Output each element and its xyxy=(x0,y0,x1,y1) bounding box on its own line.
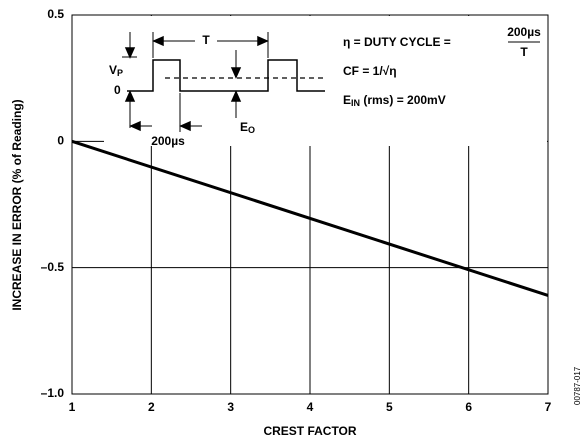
data-line xyxy=(71,139,549,297)
x-tick-label: 7 xyxy=(545,400,552,414)
arrowhead xyxy=(179,120,191,132)
x-tick-label: 4 xyxy=(307,400,314,414)
annotation: EO xyxy=(240,120,255,135)
x-tick-label: 6 xyxy=(465,400,472,414)
arrowhead xyxy=(129,120,141,132)
y-tick-label: 0 xyxy=(57,134,64,148)
x-tick-label: 1 xyxy=(69,400,76,414)
arrowhead xyxy=(124,47,136,59)
annotation: VP xyxy=(109,63,123,78)
waveform-inset xyxy=(122,32,540,132)
annotation: EIN (rms) = 200mV xyxy=(343,93,446,108)
waveform xyxy=(127,59,325,92)
inset-background xyxy=(104,16,547,146)
annotation: 0 xyxy=(114,83,121,97)
x-tick-label: 3 xyxy=(227,400,234,414)
y-tick-label: –1.0 xyxy=(41,386,65,400)
arrowhead xyxy=(152,35,164,47)
y-tick-label: 0.5 xyxy=(47,7,64,21)
plot-frame xyxy=(71,14,549,395)
y-tick-label: –0.5 xyxy=(41,260,65,274)
annotation: 200µs xyxy=(507,25,541,39)
arrowhead xyxy=(230,90,242,102)
x-axis-title: CREST FACTOR xyxy=(263,424,356,438)
arrowhead xyxy=(124,90,136,102)
arrowhead xyxy=(257,35,269,47)
x-tick-label: 5 xyxy=(386,400,393,414)
figure-id: 00787-017 xyxy=(573,366,582,405)
annotation: η = DUTY CYCLE = xyxy=(343,35,451,49)
y-axis-title: INCREASE IN ERROR (% of Reading) xyxy=(10,99,24,310)
annotation: 200µs xyxy=(151,134,185,148)
annotation: T xyxy=(202,33,210,47)
x-tick-label: 2 xyxy=(148,400,155,414)
annotation: T xyxy=(520,45,528,59)
arrowhead xyxy=(230,67,242,79)
annotation: CF = 1/√η xyxy=(343,64,397,78)
